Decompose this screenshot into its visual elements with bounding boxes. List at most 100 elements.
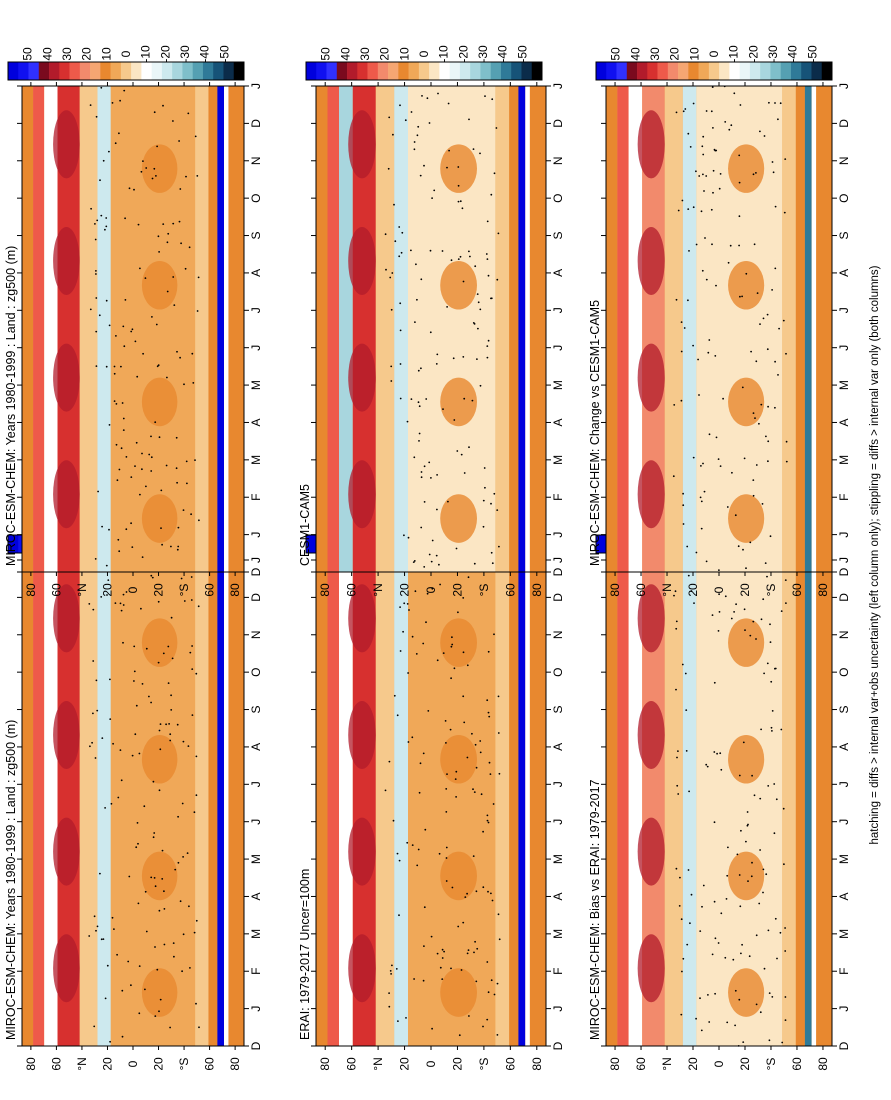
stipple-dot bbox=[728, 128, 731, 131]
stipple-dot bbox=[779, 102, 782, 105]
stipple-dot bbox=[736, 853, 739, 856]
stipple-dot bbox=[95, 929, 97, 932]
field-blob bbox=[348, 934, 376, 1003]
stipple-dot bbox=[705, 110, 708, 112]
field-band bbox=[57, 560, 80, 1046]
stipple-dot bbox=[724, 956, 727, 959]
stipple-dot bbox=[489, 773, 492, 775]
month-label: A bbox=[551, 418, 565, 426]
stipple-dot bbox=[163, 943, 166, 946]
figure-footnote: hatching = diffs > internal var+obs unce… bbox=[869, 265, 881, 844]
stipple-dot bbox=[436, 474, 438, 476]
stipple-dot bbox=[196, 310, 199, 312]
field-blob bbox=[53, 817, 80, 886]
stipple-dot bbox=[169, 733, 172, 736]
stipple-dot bbox=[486, 814, 489, 817]
field-band bbox=[22, 86, 34, 572]
stipple-dot bbox=[136, 375, 139, 378]
stipple-dot bbox=[689, 922, 691, 925]
colorbar-label: -30 bbox=[766, 45, 780, 63]
stipple-dot bbox=[444, 720, 447, 722]
colorbar-swatch bbox=[367, 62, 379, 80]
stipple-dot bbox=[418, 440, 420, 442]
colorbar-label: -30 bbox=[476, 45, 490, 63]
stipple-dot bbox=[703, 490, 706, 493]
stipple-dot bbox=[102, 938, 105, 940]
month-label: N bbox=[837, 630, 851, 639]
stipple-dot bbox=[131, 754, 134, 757]
lat-label: 60 bbox=[634, 1057, 648, 1071]
stipple-dot bbox=[95, 330, 98, 333]
lat-label: 20 bbox=[152, 1057, 166, 1071]
stipple-dot bbox=[758, 902, 761, 905]
stipple-dot bbox=[684, 108, 687, 110]
stipple-dot bbox=[475, 766, 478, 769]
colorbar-swatch bbox=[688, 62, 699, 80]
stipple-dot bbox=[438, 563, 440, 566]
field-blob bbox=[53, 460, 80, 529]
stipple-dot bbox=[105, 365, 108, 368]
lat-label: 60 bbox=[49, 1057, 63, 1071]
stipple-dot bbox=[760, 403, 763, 406]
stipple-dot bbox=[393, 203, 395, 206]
lat-label: 0 bbox=[712, 586, 726, 593]
stipple-dot bbox=[711, 86, 714, 88]
field-band bbox=[518, 560, 526, 1046]
stipple-dot bbox=[482, 525, 485, 528]
stipple-dot bbox=[706, 765, 709, 768]
field-band bbox=[816, 560, 832, 1046]
field-band bbox=[782, 560, 796, 1046]
field-band bbox=[529, 560, 546, 1046]
stipple-dot bbox=[175, 467, 178, 470]
stipple-dot bbox=[705, 560, 708, 563]
stipple-dot bbox=[415, 263, 417, 266]
stipple-dot bbox=[675, 111, 678, 114]
stipple-dot bbox=[493, 492, 496, 495]
stipple-dot bbox=[105, 564, 108, 567]
stipple-dot bbox=[678, 905, 681, 907]
stipple-dot bbox=[774, 406, 776, 409]
colorbar-swatch bbox=[38, 62, 50, 80]
stipple-dot bbox=[768, 992, 771, 994]
field-band bbox=[217, 86, 225, 572]
stipple-dot bbox=[193, 811, 196, 814]
field-blob bbox=[348, 700, 376, 769]
field-band bbox=[97, 560, 111, 1046]
stipple-dot bbox=[167, 682, 170, 684]
stipple-dot bbox=[110, 802, 113, 805]
lat-label: °N bbox=[75, 583, 89, 596]
stipple-dot bbox=[429, 249, 432, 252]
stipple-dot bbox=[94, 757, 97, 759]
stipple-dot bbox=[131, 328, 134, 331]
stipple-dot bbox=[692, 206, 695, 209]
stipple-dot bbox=[463, 397, 466, 400]
stipple-dot bbox=[418, 432, 421, 435]
colorbar-label: 10 bbox=[687, 47, 701, 61]
stipple-dot bbox=[745, 272, 748, 275]
stipple-dot bbox=[93, 1025, 96, 1028]
field-band bbox=[682, 560, 697, 1046]
month-label: S bbox=[837, 706, 851, 714]
field-blob bbox=[53, 584, 80, 653]
field-blob bbox=[348, 226, 376, 295]
stipple-dot bbox=[422, 752, 425, 755]
lat-label: °S bbox=[177, 1058, 191, 1071]
field-blob bbox=[141, 494, 178, 543]
stipple-dot bbox=[487, 274, 490, 277]
stipple-dot bbox=[675, 298, 678, 301]
stipple-dot bbox=[702, 153, 705, 156]
stipple-dot bbox=[726, 506, 729, 508]
month-label: D bbox=[837, 119, 851, 128]
stipple-dot bbox=[138, 965, 141, 967]
field-band bbox=[816, 86, 832, 572]
stipple-dot bbox=[466, 664, 469, 667]
stipple-dot bbox=[752, 494, 755, 497]
stipple-dot bbox=[439, 583, 441, 586]
stipple-dot bbox=[130, 476, 133, 478]
field-blob bbox=[637, 460, 665, 529]
stipple-dot bbox=[89, 308, 92, 311]
colorbar-swatch bbox=[606, 62, 617, 80]
stipple-dot bbox=[464, 896, 467, 898]
stipple-dot bbox=[477, 327, 479, 330]
